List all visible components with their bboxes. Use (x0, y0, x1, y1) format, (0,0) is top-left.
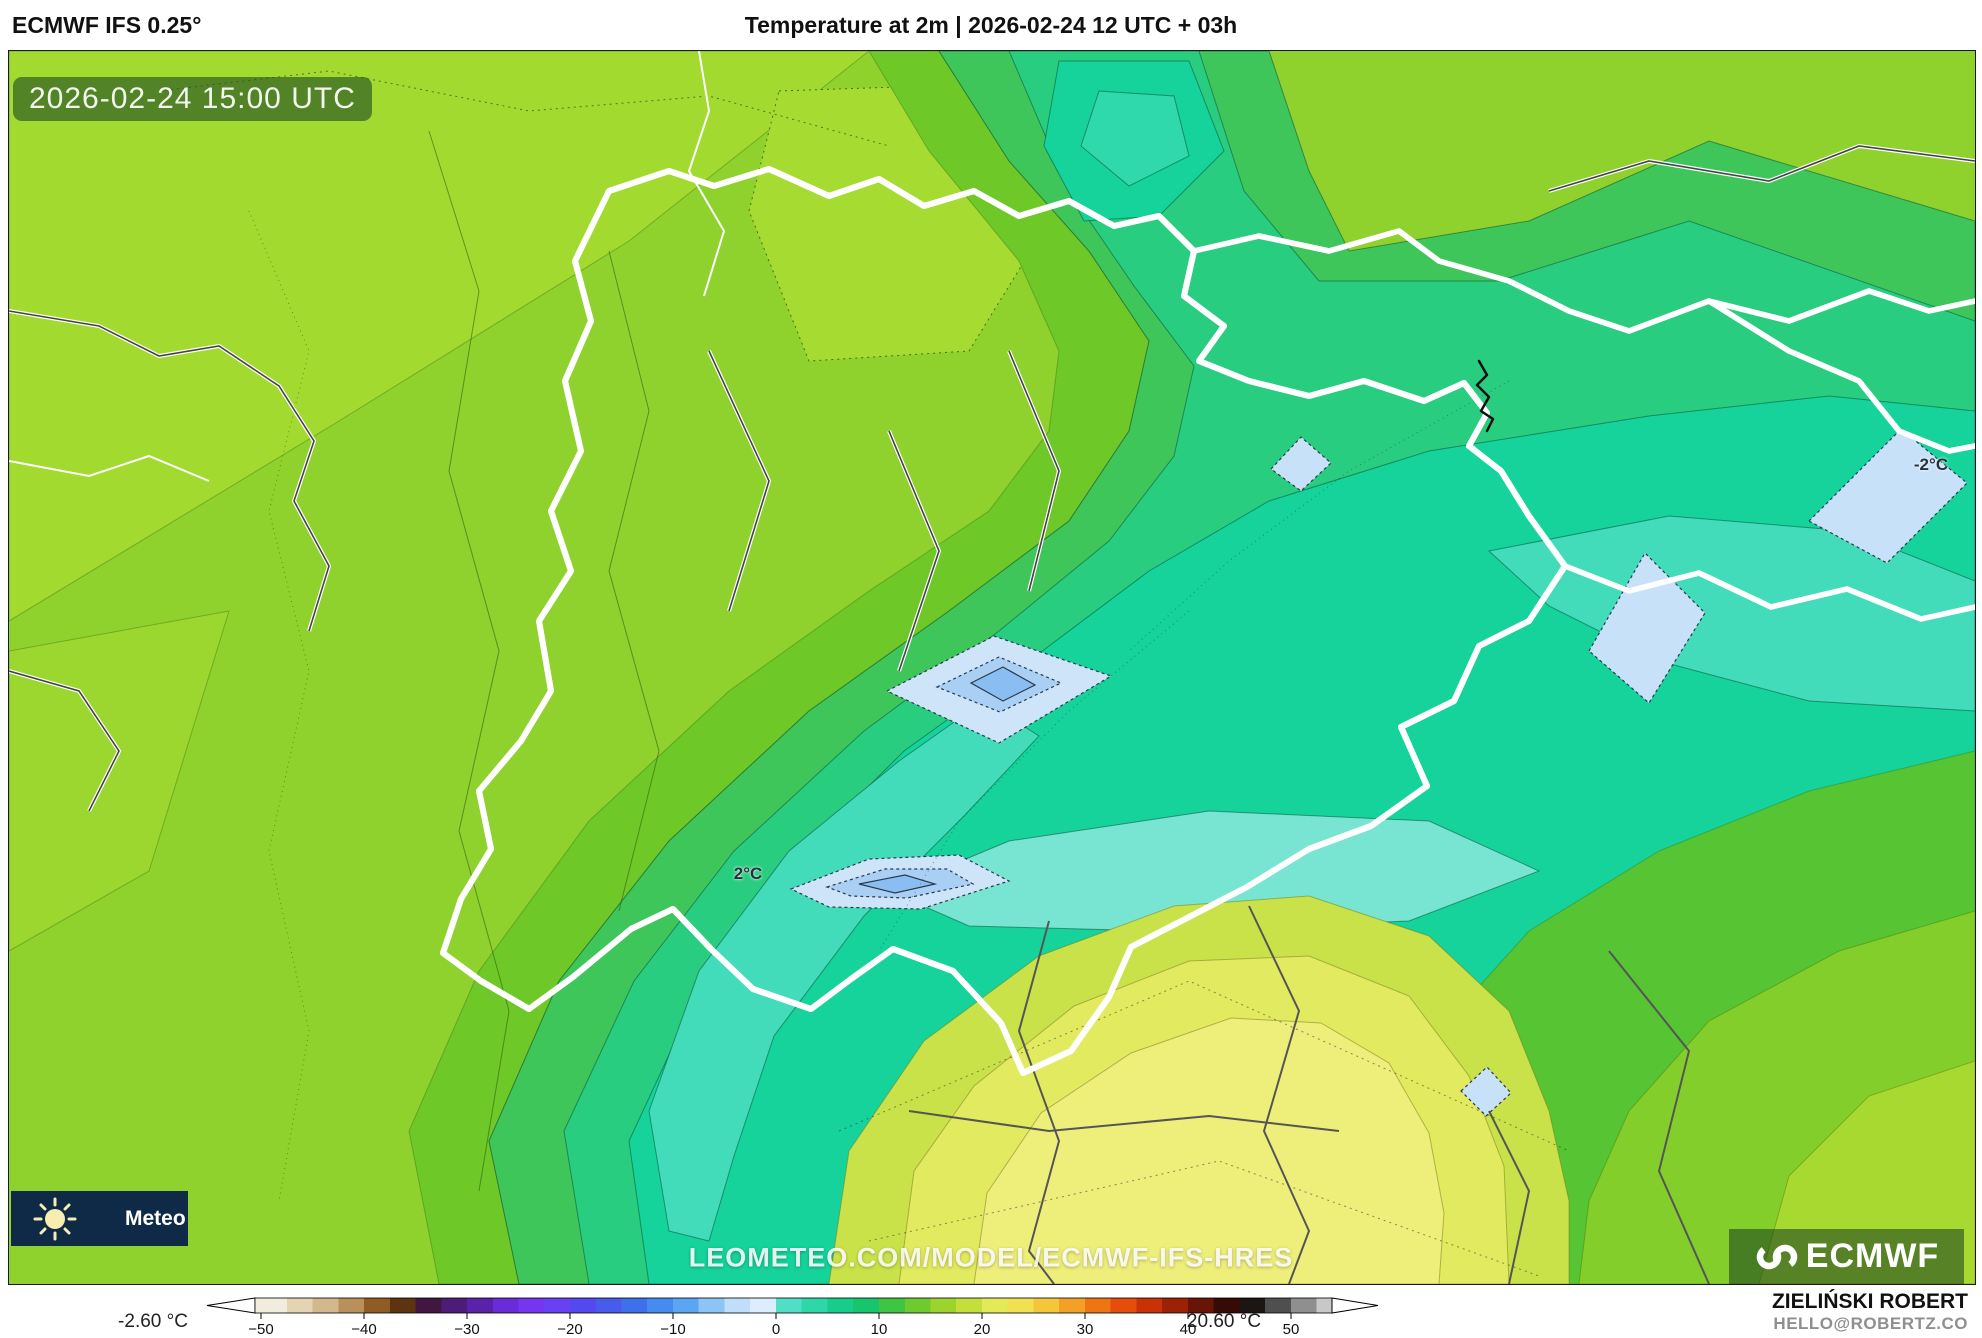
temperature-label: -2°C (1913, 455, 1949, 474)
model-label: ECMWF IFS 0.25° (12, 12, 202, 38)
colorbar-tick-label: 20 (974, 1321, 991, 1338)
temperature-map: 2026-02-24 15:00 UTC 2°C -2°C Meteo LEOME… (8, 50, 1976, 1285)
colorbar-tick-label: −50 (248, 1321, 273, 1338)
colorbar-tick-label: 40 (1180, 1321, 1197, 1338)
cold-spot-diamonds (789, 428, 1968, 1117)
colorbar-tick-label: −10 (660, 1321, 685, 1338)
sun-icon (33, 1197, 77, 1240)
credit-email: HELLO@ROBERTZ.CO (1773, 1314, 1968, 1333)
brand-name: Meteo (125, 1206, 186, 1230)
regional-borders (9, 143, 1975, 1284)
colorbar-tick-label: 0 (772, 1321, 780, 1338)
ecmwf-logo-text: ECMWF (1805, 1237, 1940, 1275)
colorbar-tick-label: −40 (351, 1321, 376, 1338)
warm-yellow-region (828, 895, 1570, 1284)
liechtenstein-border-path (1475, 359, 1495, 433)
credit-name: ZIELIŃSKI ROBERT (1771, 1290, 1968, 1313)
colorbar-left-arrow (206, 1297, 256, 1314)
temperature-field-svg (9, 51, 1975, 1284)
scale-max-label: 20.60 °C (1186, 1311, 1262, 1332)
timestamp-badge: 2026-02-24 15:00 UTC (13, 77, 372, 121)
temperature-label: 2°C (733, 864, 763, 883)
colorbar-tick-label: −30 (454, 1321, 479, 1338)
ecmwf-logo-icon (1756, 1244, 1798, 1269)
page-title: Temperature at 2m | 2026-02-24 12 UTC + … (744, 12, 1238, 38)
river-lines (9, 51, 726, 482)
national-borders (440, 166, 1975, 1076)
colorbar-gradient-bar (254, 1297, 1333, 1314)
colorbar-right-arrow (1331, 1297, 1379, 1314)
ecmwf-logo: ECMWF (1729, 1229, 1964, 1284)
colorbar: −50 −40 −30 −20 −10 0 10 20 30 40 50 (206, 1297, 1379, 1338)
colorbar-tick-label: 30 (1077, 1321, 1094, 1338)
colorbar-tick-label: 50 (1283, 1321, 1300, 1338)
colorbar-ticks: −50 −40 −30 −20 −10 0 10 20 30 40 50 (248, 1313, 1299, 1338)
scale-min-label: -2.60 °C (118, 1311, 188, 1332)
colorbar-tick-label: −20 (557, 1321, 582, 1338)
watermark-text: LEOMETEO.COM/MODEL/ECMWF-IFS-HRES (688, 1242, 1294, 1273)
brand-logo: Meteo (11, 1191, 188, 1246)
colorbar-tick-label: 10 (871, 1321, 888, 1338)
